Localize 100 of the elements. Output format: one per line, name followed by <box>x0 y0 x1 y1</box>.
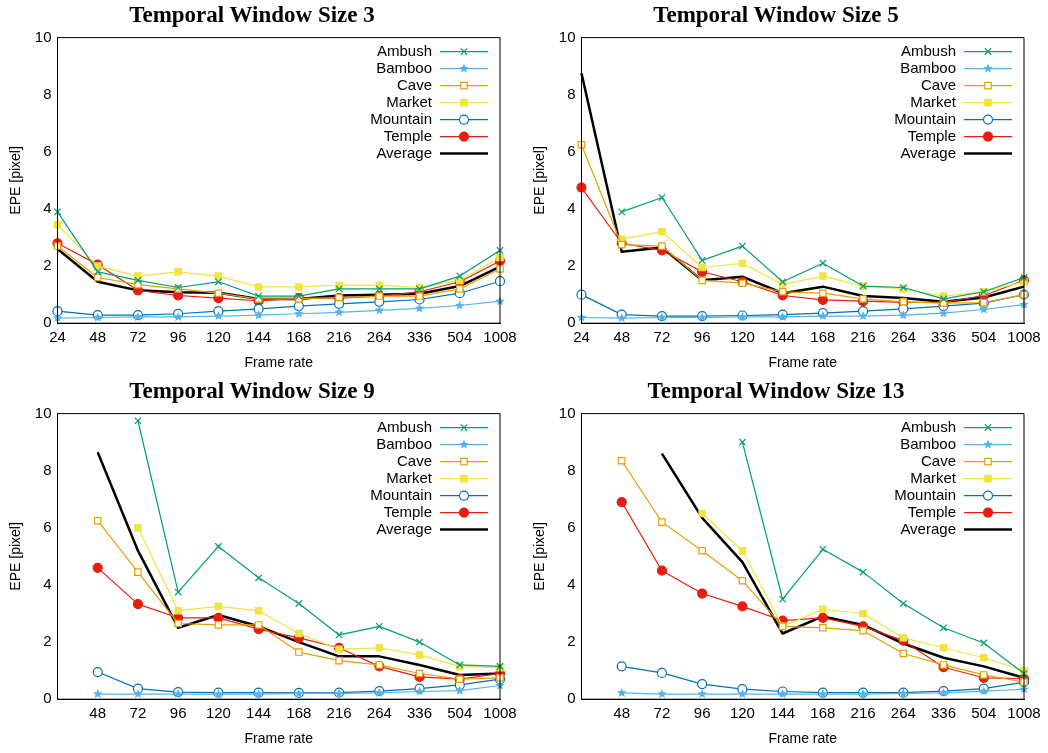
legend-label: Bamboo <box>900 434 956 452</box>
x-tick-label: 504 <box>447 328 473 346</box>
x-tick-label: 72 <box>129 328 147 346</box>
y-tick-label: 8 <box>567 460 576 478</box>
x-tick-label: 120 <box>205 704 231 722</box>
x-tick-label: 168 <box>810 328 836 346</box>
y-tick-label: 2 <box>43 632 52 650</box>
legend-label: Mountain <box>894 109 956 127</box>
y-tick-label: 6 <box>43 517 52 535</box>
x-tick-label: 144 <box>770 704 796 722</box>
legend-label: Bamboo <box>376 434 432 452</box>
x-tick-label: 144 <box>246 328 272 346</box>
y-tick-label: 0 <box>567 313 576 331</box>
y-tick-label: 8 <box>43 460 52 478</box>
legend-label: Temple <box>907 126 956 144</box>
x-tick-label: 120 <box>205 328 231 346</box>
x-tick-label: 216 <box>326 704 352 722</box>
legend-label: Average <box>376 143 432 161</box>
x-tick-label: 144 <box>246 704 272 722</box>
x-tick-label: 336 <box>931 704 957 722</box>
legend-label: Mountain <box>894 485 956 503</box>
x-tick-label: 1008 <box>1007 328 1041 346</box>
y-axis-title: EPE [pixel] <box>531 522 548 591</box>
y-tick-label: 6 <box>567 517 576 535</box>
x-tick-label: 504 <box>447 704 473 722</box>
legend-label: Ambush <box>376 41 432 59</box>
y-tick-label: 4 <box>567 575 576 593</box>
y-axis-title: EPE [pixel] <box>7 522 24 591</box>
x-tick-label: 72 <box>129 704 147 722</box>
y-tick-label: 8 <box>43 84 52 102</box>
y-tick-label: 10 <box>558 403 576 421</box>
x-tick-label: 216 <box>850 704 876 722</box>
legend-label: Market <box>386 468 433 486</box>
x-tick-label: 168 <box>286 328 312 346</box>
x-tick-label: 72 <box>653 704 671 722</box>
x-tick-label: 120 <box>729 328 755 346</box>
legend-label: Bamboo <box>376 58 432 76</box>
legend-label: Temple <box>907 502 956 520</box>
y-tick-label: 0 <box>567 689 576 707</box>
legend-label: Cave <box>396 75 432 93</box>
x-tick-label: 48 <box>89 328 107 346</box>
x-tick-label: 48 <box>613 328 631 346</box>
y-tick-label: 4 <box>43 199 52 217</box>
x-tick-label: 264 <box>366 328 392 346</box>
legend-label: Average <box>900 143 956 161</box>
y-axis-title: EPE [pixel] <box>531 146 548 215</box>
y-tick-label: 8 <box>567 84 576 102</box>
x-tick-label: 120 <box>729 704 755 722</box>
x-tick-label: 48 <box>89 704 107 722</box>
legend-label: Average <box>376 519 432 537</box>
x-tick-label: 336 <box>407 328 433 346</box>
x-tick-label: 264 <box>890 328 916 346</box>
legend-label: Market <box>910 468 957 486</box>
legend-label: Mountain <box>370 485 432 503</box>
y-axis-title: EPE [pixel] <box>7 146 24 215</box>
x-tick-label: 1008 <box>483 328 517 346</box>
legend-label: Ambush <box>376 417 432 435</box>
x-tick-label: 264 <box>890 704 916 722</box>
legend-label: Cave <box>920 451 956 469</box>
x-tick-label: 336 <box>407 704 433 722</box>
y-tick-label: 6 <box>567 141 576 159</box>
x-tick-label: 264 <box>366 704 392 722</box>
y-tick-label: 4 <box>43 575 52 593</box>
x-tick-label: 24 <box>573 328 590 346</box>
legend-label: Ambush <box>900 417 956 435</box>
x-tick-label: 144 <box>770 328 796 346</box>
legend-label: Average <box>900 519 956 537</box>
x-tick-label: 96 <box>693 328 711 346</box>
y-tick-label: 6 <box>43 141 52 159</box>
legend-label: Mountain <box>370 109 432 127</box>
chart-title: Temporal Window Size 13 <box>647 377 905 403</box>
y-tick-label: 2 <box>43 256 52 274</box>
x-tick-label: 1008 <box>483 704 517 722</box>
x-tick-label: 48 <box>613 704 631 722</box>
x-axis-title: Frame rate <box>244 730 314 747</box>
x-tick-label: 168 <box>286 704 312 722</box>
x-tick-label: 504 <box>971 704 997 722</box>
legend-label: Market <box>910 92 957 110</box>
y-tick-label: 2 <box>567 632 576 650</box>
x-tick-label: 96 <box>169 704 187 722</box>
legend-label: Temple <box>383 502 432 520</box>
y-tick-label: 0 <box>43 689 52 707</box>
legend-label: Market <box>386 92 433 110</box>
x-tick-label: 1008 <box>1007 704 1041 722</box>
legend-label: Cave <box>396 451 432 469</box>
x-tick-label: 216 <box>326 328 352 346</box>
x-tick-label: 72 <box>653 328 671 346</box>
y-tick-label: 10 <box>558 27 576 45</box>
y-tick-label: 4 <box>567 199 576 217</box>
y-tick-label: 10 <box>34 27 52 45</box>
chart-title: Temporal Window Size 3 <box>129 1 375 27</box>
x-axis-title: Frame rate <box>768 730 838 747</box>
x-tick-label: 96 <box>693 704 711 722</box>
x-tick-label: 96 <box>169 328 187 346</box>
chart-title: Temporal Window Size 9 <box>129 377 375 403</box>
y-tick-label: 10 <box>34 403 52 421</box>
legend-label: Ambush <box>900 41 956 59</box>
legend-label: Temple <box>383 126 432 144</box>
x-axis-title: Frame rate <box>244 354 314 371</box>
x-tick-label: 216 <box>850 328 876 346</box>
